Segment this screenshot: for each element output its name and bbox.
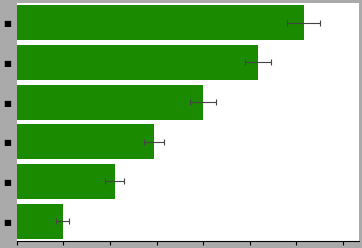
Bar: [17, 5, 304, 40]
Bar: [17, 85, 203, 120]
Bar: [17, 204, 63, 239]
Bar: [17, 124, 154, 159]
Bar: [17, 45, 258, 80]
Bar: [17, 164, 115, 199]
